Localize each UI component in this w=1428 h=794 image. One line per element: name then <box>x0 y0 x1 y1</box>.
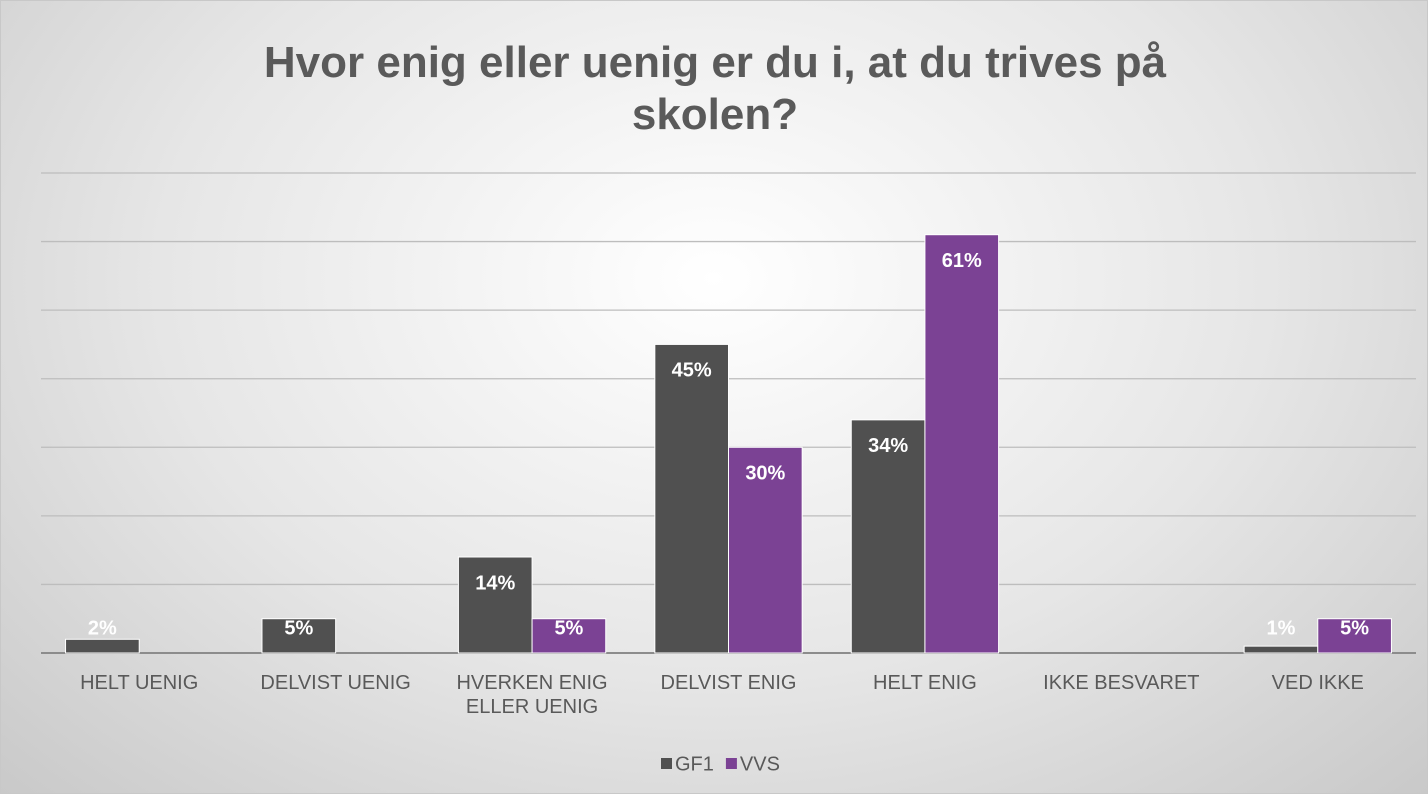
bar <box>1243 645 1319 654</box>
bar <box>654 343 730 654</box>
x-tick-label: HELT ENIG <box>873 672 977 694</box>
legend-label: VVS <box>740 753 780 775</box>
x-tick-label: DELVIST UENIG <box>260 672 411 694</box>
data-label: 14% <box>475 572 515 594</box>
bar <box>1317 618 1392 654</box>
bar <box>728 446 803 654</box>
bar <box>457 556 533 654</box>
x-tick-label: DELVIST ENIG <box>660 672 797 694</box>
x-tick-label: VED IKKE <box>1271 672 1364 694</box>
data-label: 45% <box>672 360 712 382</box>
data-label: 1% <box>1267 617 1296 639</box>
legend-swatch <box>725 758 737 769</box>
bar <box>65 638 140 654</box>
x-tick-label: HELT UENIG <box>80 672 199 694</box>
chart-title: Hvor enig eller uenig er du i, at du tri… <box>263 38 1167 139</box>
data-label: 5% <box>284 617 313 639</box>
bar <box>261 618 337 654</box>
bar <box>850 419 926 654</box>
bar <box>531 618 607 654</box>
bar <box>924 234 1000 654</box>
data-label: 5% <box>554 617 583 639</box>
x-tick-label: HVERKEN ENIG ELLER UENIG <box>456 672 608 718</box>
data-label: 30% <box>745 463 785 485</box>
legend-swatch <box>661 758 672 769</box>
data-label: 5% <box>1340 617 1369 639</box>
data-label: 2% <box>88 617 117 639</box>
legend-label: GF1 <box>675 753 714 775</box>
x-tick-label: IKKE BESVARET <box>1043 672 1200 694</box>
data-label: 61% <box>942 250 982 272</box>
data-label: 34% <box>868 435 908 457</box>
